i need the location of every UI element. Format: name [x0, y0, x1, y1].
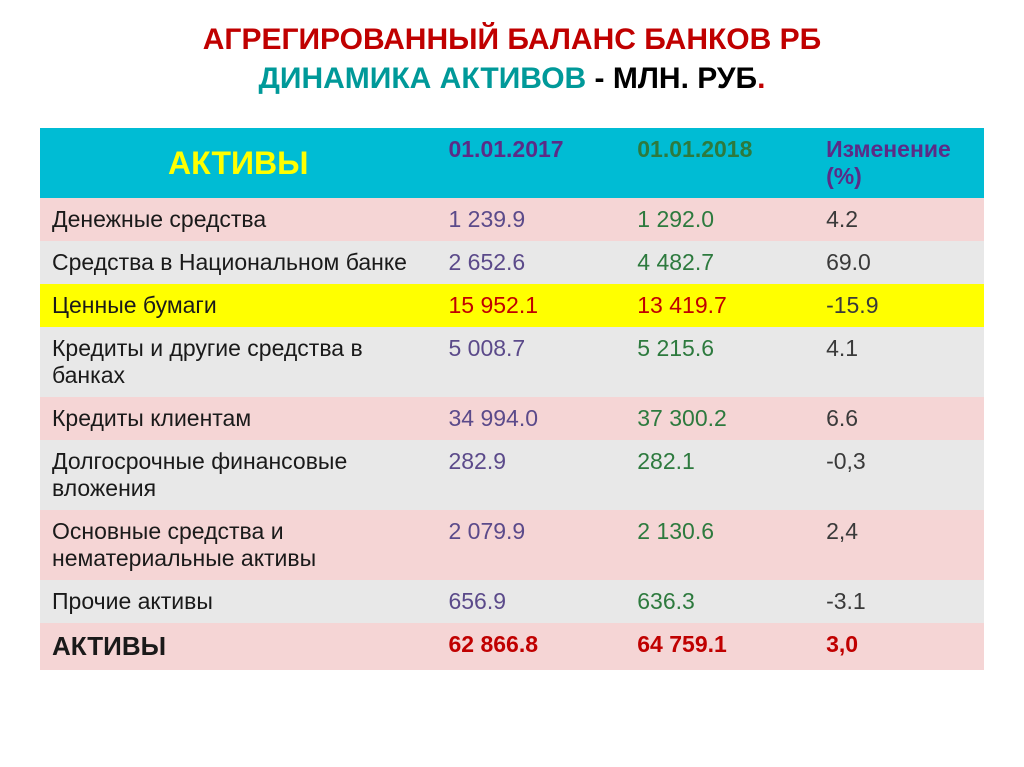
header-2018: 01.01.2018 — [625, 128, 814, 198]
title-text-2a: ДИНАМИКА АКТИВОВ — [259, 62, 587, 95]
row-2017: 34 994.0 — [436, 397, 625, 440]
row-change: 4.1 — [814, 327, 984, 397]
table-row: Средства в Национальном банке2 652.64 48… — [40, 241, 984, 284]
title-text-1: АГРЕГИРОВАННЫЙ БАЛАНС БАНКОВ РБ — [203, 23, 821, 56]
table-total-row: АКТИВЫ62 866.864 759.13,0 — [40, 623, 984, 670]
row-label: Ценные бумаги — [40, 284, 436, 327]
total-2018: 64 759.1 — [625, 623, 814, 670]
row-label: Прочие активы — [40, 580, 436, 623]
row-change: -3.1 — [814, 580, 984, 623]
row-label: Долгосрочные финансовые вложения — [40, 440, 436, 510]
row-2018: 37 300.2 — [625, 397, 814, 440]
row-label: Кредиты клиентам — [40, 397, 436, 440]
row-2017: 2 079.9 — [436, 510, 625, 580]
row-2018: 13 419.7 — [625, 284, 814, 327]
row-2018: 4 482.7 — [625, 241, 814, 284]
row-2018: 636.3 — [625, 580, 814, 623]
table-row: Ценные бумаги15 952.113 419.7-15.9 — [40, 284, 984, 327]
total-change: 3,0 — [814, 623, 984, 670]
table-row: Кредиты клиентам34 994.037 300.26.6 — [40, 397, 984, 440]
row-change: 69.0 — [814, 241, 984, 284]
title-line-1: АГРЕГИРОВАННЫЙ БАЛАНС БАНКОВ РБ — [40, 20, 984, 59]
page-title: АГРЕГИРОВАННЫЙ БАЛАНС БАНКОВ РБ ДИНАМИКА… — [40, 20, 984, 98]
row-change: 6.6 — [814, 397, 984, 440]
table-row: Кредиты и другие средства в банках5 008.… — [40, 327, 984, 397]
assets-table: АКТИВЫ 01.01.2017 01.01.2018 Изменение (… — [40, 128, 984, 670]
row-change: -15.9 — [814, 284, 984, 327]
row-2017: 15 952.1 — [436, 284, 625, 327]
row-change: -0,3 — [814, 440, 984, 510]
row-label: Основные средства и нематериальные актив… — [40, 510, 436, 580]
row-label: Средства в Национальном банке — [40, 241, 436, 284]
title-dot: . — [757, 62, 765, 95]
row-2017: 1 239.9 — [436, 198, 625, 241]
table-row: Денежные средства1 239.91 292.04.2 — [40, 198, 984, 241]
row-2017: 2 652.6 — [436, 241, 625, 284]
header-change: Изменение (%) — [814, 128, 984, 198]
row-label: Денежные средства — [40, 198, 436, 241]
total-label: АКТИВЫ — [40, 623, 436, 670]
table-row: Основные средства и нематериальные актив… — [40, 510, 984, 580]
table-row: Долгосрочные финансовые вложения282.9282… — [40, 440, 984, 510]
row-2017: 282.9 — [436, 440, 625, 510]
table-header-row: АКТИВЫ 01.01.2017 01.01.2018 Изменение (… — [40, 128, 984, 198]
row-2017: 656.9 — [436, 580, 625, 623]
row-2018: 2 130.6 — [625, 510, 814, 580]
title-text-2b: МЛН. РУБ — [613, 62, 757, 95]
header-2017: 01.01.2017 — [436, 128, 625, 198]
total-2017: 62 866.8 — [436, 623, 625, 670]
title-sep: - — [586, 62, 613, 95]
row-2017: 5 008.7 — [436, 327, 625, 397]
header-assets: АКТИВЫ — [40, 128, 436, 198]
row-change: 2,4 — [814, 510, 984, 580]
table-row: Прочие активы656.9636.3-3.1 — [40, 580, 984, 623]
row-2018: 5 215.6 — [625, 327, 814, 397]
row-change: 4.2 — [814, 198, 984, 241]
title-line-2: ДИНАМИКА АКТИВОВ - МЛН. РУБ. — [40, 59, 984, 98]
row-2018: 1 292.0 — [625, 198, 814, 241]
row-2018: 282.1 — [625, 440, 814, 510]
row-label: Кредиты и другие средства в банках — [40, 327, 436, 397]
